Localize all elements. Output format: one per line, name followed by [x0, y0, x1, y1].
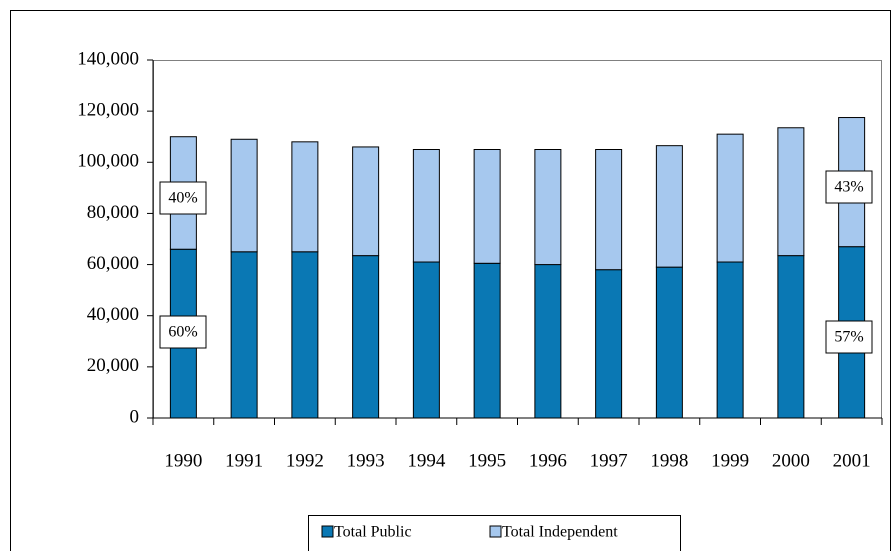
bar-segment	[291, 251, 319, 419]
bar-segment	[230, 251, 258, 419]
annotation-box	[159, 315, 207, 349]
bar-segment	[473, 149, 501, 264]
y-tick-label: 140,000	[77, 48, 139, 69]
bar-segment	[777, 255, 805, 419]
y-tick-label: 60,000	[87, 253, 139, 274]
legend-swatch	[321, 525, 334, 538]
y-tick-label: 20,000	[87, 355, 139, 376]
y-tick-label: 40,000	[87, 304, 139, 325]
bar-segment	[291, 141, 319, 253]
annotation-box	[159, 181, 207, 215]
x-tick-label: 1996	[529, 450, 567, 471]
legend-label: Total Public	[334, 524, 412, 541]
bar-segment	[412, 149, 440, 263]
x-tick-label: 2001	[833, 450, 871, 471]
x-tick-label: 1998	[650, 450, 688, 471]
legend-swatch	[489, 525, 502, 538]
y-tick-label: 120,000	[77, 100, 139, 121]
annotation: 60%	[168, 324, 197, 341]
bar-segment	[595, 269, 623, 419]
y-tick-label: 0	[130, 406, 140, 427]
x-tick-label: 2000	[772, 450, 810, 471]
annotation-box	[825, 170, 873, 204]
bar-segment	[777, 127, 805, 257]
bar-segment	[352, 255, 380, 419]
annotation: 43%	[834, 179, 863, 196]
bar-segment	[230, 138, 258, 253]
bar-segment	[655, 145, 683, 268]
annotation: 57%	[834, 329, 863, 346]
x-tick-label: 1990	[164, 450, 202, 471]
x-tick-label: 1997	[590, 450, 628, 471]
annotation: 40%	[168, 190, 197, 207]
bar-segment	[534, 264, 562, 419]
bar-segment	[716, 261, 744, 419]
x-tick-label: 1991	[225, 450, 263, 471]
bar-segment	[473, 262, 501, 419]
bar-segment	[716, 133, 744, 263]
plot-area	[153, 60, 882, 419]
x-tick-label: 1995	[468, 450, 506, 471]
annotation-box	[825, 320, 873, 354]
y-tick-label: 80,000	[87, 202, 139, 223]
x-tick-label: 1999	[711, 450, 749, 471]
x-tick-label: 1993	[347, 450, 385, 471]
bar-segment	[655, 266, 683, 419]
x-tick-label: 1994	[407, 450, 446, 471]
y-tick-label: 100,000	[77, 151, 139, 172]
bar-segment	[534, 149, 562, 266]
chart-border	[10, 10, 891, 551]
legend-label: Total Independent	[502, 524, 618, 541]
bar-segment	[412, 261, 440, 419]
x-tick-label: 1992	[286, 450, 324, 471]
bar-segment	[352, 146, 380, 257]
bar-segment	[595, 149, 623, 271]
